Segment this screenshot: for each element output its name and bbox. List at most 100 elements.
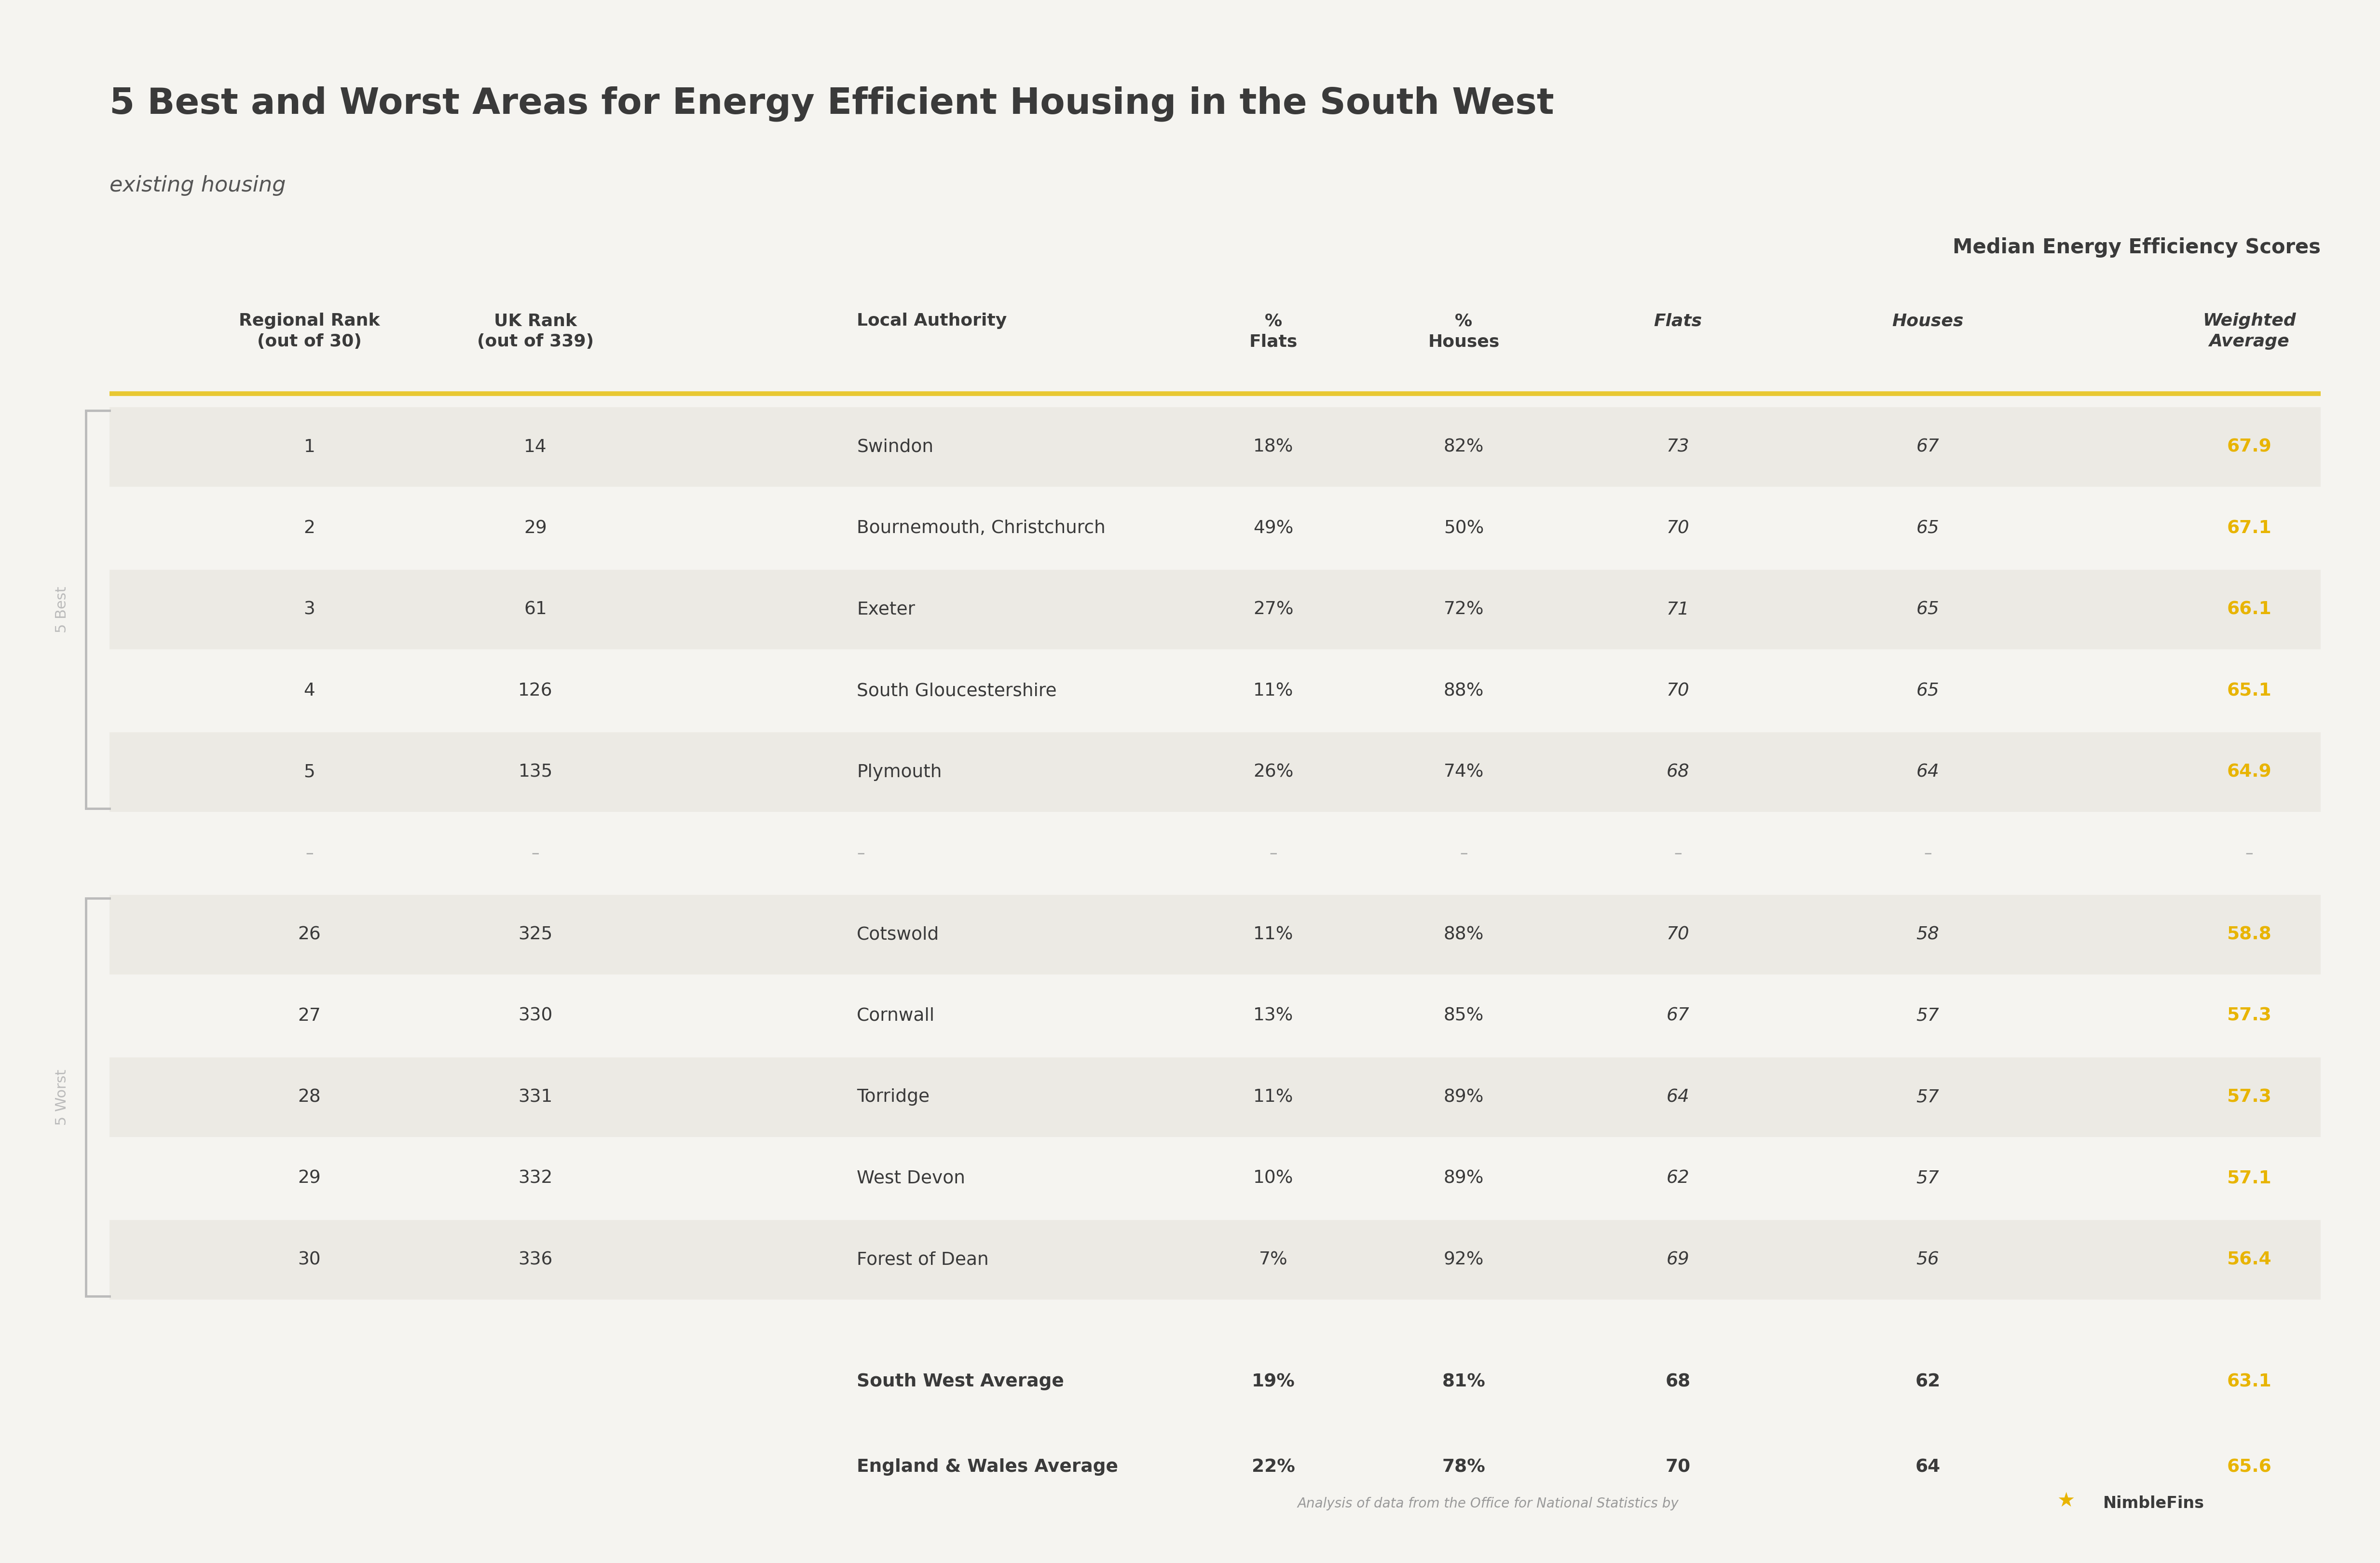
Text: 57.3: 57.3	[2228, 1088, 2271, 1107]
Text: South Gloucestershire: South Gloucestershire	[857, 681, 1057, 700]
Text: 50%: 50%	[1445, 519, 1483, 538]
Text: %
Flats: % Flats	[1250, 313, 1297, 350]
Text: 56.4: 56.4	[2228, 1250, 2271, 1269]
FancyBboxPatch shape	[109, 1058, 2320, 1136]
Text: –: –	[1269, 846, 1278, 861]
Text: 56: 56	[1916, 1250, 1940, 1269]
Text: Bournemouth, Christchurch: Bournemouth, Christchurch	[857, 519, 1107, 538]
Text: 67: 67	[1916, 438, 1940, 456]
Text: 65: 65	[1916, 681, 1940, 700]
FancyBboxPatch shape	[109, 652, 2320, 730]
Text: –: –	[1673, 846, 1683, 861]
Text: 19%: 19%	[1252, 1372, 1295, 1391]
Text: 7%: 7%	[1259, 1250, 1288, 1269]
Text: 135: 135	[519, 763, 552, 782]
Text: ★: ★	[2056, 1491, 2075, 1510]
FancyBboxPatch shape	[109, 1221, 2320, 1299]
Text: 62: 62	[1666, 1169, 1690, 1188]
Text: UK Rank
(out of 339): UK Rank (out of 339)	[476, 313, 595, 350]
Text: 5: 5	[305, 763, 314, 782]
Text: 331: 331	[519, 1088, 552, 1107]
Text: 330: 330	[519, 1007, 552, 1025]
Text: 30: 30	[298, 1250, 321, 1269]
Text: 325: 325	[519, 925, 552, 944]
Text: –: –	[857, 846, 864, 861]
Text: Local Authority: Local Authority	[857, 313, 1007, 328]
Text: 61: 61	[524, 600, 547, 619]
Text: 89%: 89%	[1445, 1169, 1483, 1188]
Text: 70: 70	[1666, 519, 1690, 538]
Text: 62: 62	[1916, 1372, 1940, 1391]
Text: 72%: 72%	[1445, 600, 1483, 619]
Text: 64.9: 64.9	[2228, 763, 2271, 782]
Text: 58.8: 58.8	[2228, 925, 2271, 944]
Text: 3: 3	[305, 600, 314, 619]
Text: 26%: 26%	[1254, 763, 1292, 782]
Text: 29: 29	[524, 519, 547, 538]
Text: Torridge: Torridge	[857, 1088, 931, 1107]
Text: 13%: 13%	[1254, 1007, 1292, 1025]
Text: 5 Best and Worst Areas for Energy Efficient Housing in the South West: 5 Best and Worst Areas for Energy Effici…	[109, 86, 1554, 122]
Text: 2: 2	[305, 519, 314, 538]
Text: 29: 29	[298, 1169, 321, 1188]
Text: 64: 64	[1916, 763, 1940, 782]
FancyBboxPatch shape	[109, 733, 2320, 811]
Text: 5 Worst: 5 Worst	[55, 1069, 69, 1125]
Text: 71: 71	[1666, 600, 1690, 619]
Text: 89%: 89%	[1445, 1088, 1483, 1107]
Text: 65.6: 65.6	[2228, 1458, 2271, 1475]
Text: Houses: Houses	[1892, 313, 1963, 328]
Text: Cornwall: Cornwall	[857, 1007, 935, 1025]
Text: 78%: 78%	[1442, 1458, 1485, 1475]
Text: 11%: 11%	[1254, 681, 1292, 700]
Text: 57: 57	[1916, 1007, 1940, 1025]
Text: 14: 14	[524, 438, 547, 456]
Text: 67.1: 67.1	[2228, 519, 2271, 538]
Text: 11%: 11%	[1254, 925, 1292, 944]
Text: 126: 126	[519, 681, 552, 700]
Text: 63.1: 63.1	[2228, 1372, 2271, 1391]
Text: 57.1: 57.1	[2228, 1169, 2271, 1188]
Text: 69: 69	[1666, 1250, 1690, 1269]
FancyBboxPatch shape	[109, 408, 2320, 486]
Text: 5 Best: 5 Best	[55, 586, 69, 633]
FancyBboxPatch shape	[109, 570, 2320, 649]
Text: 49%: 49%	[1254, 519, 1292, 538]
Text: Median Energy Efficiency Scores: Median Energy Efficiency Scores	[1952, 238, 2320, 258]
Text: 81%: 81%	[1442, 1372, 1485, 1391]
Text: 26: 26	[298, 925, 321, 944]
Text: 64: 64	[1916, 1458, 1940, 1475]
Text: 1: 1	[305, 438, 314, 456]
Text: existing housing: existing housing	[109, 175, 286, 195]
Text: 68: 68	[1666, 1372, 1690, 1391]
Text: –: –	[1923, 846, 1933, 861]
Text: 65: 65	[1916, 600, 1940, 619]
Text: –: –	[1459, 846, 1468, 861]
Text: 66.1: 66.1	[2228, 600, 2271, 619]
FancyBboxPatch shape	[109, 896, 2320, 974]
Text: 57.3: 57.3	[2228, 1007, 2271, 1025]
Text: Weighted
Average: Weighted Average	[2202, 313, 2297, 350]
Text: 332: 332	[519, 1169, 552, 1188]
Text: –: –	[2244, 846, 2254, 861]
Text: Forest of Dean: Forest of Dean	[857, 1250, 988, 1269]
Text: 4: 4	[305, 681, 314, 700]
Text: 92%: 92%	[1445, 1250, 1483, 1269]
Text: Cotswold: Cotswold	[857, 925, 940, 944]
Text: 88%: 88%	[1445, 925, 1483, 944]
Text: 57: 57	[1916, 1169, 1940, 1188]
Text: 82%: 82%	[1445, 438, 1483, 456]
Text: England & Wales Average: England & Wales Average	[857, 1458, 1119, 1475]
Text: 64: 64	[1666, 1088, 1690, 1107]
Text: Exeter: Exeter	[857, 600, 916, 619]
Text: Analysis of data from the Office for National Statistics by: Analysis of data from the Office for Nat…	[1297, 1497, 1678, 1510]
Text: NimbleFins: NimbleFins	[2104, 1496, 2204, 1511]
Text: 336: 336	[519, 1250, 552, 1269]
FancyBboxPatch shape	[109, 489, 2320, 567]
Text: 70: 70	[1666, 1458, 1690, 1475]
Text: –: –	[531, 846, 540, 861]
FancyBboxPatch shape	[109, 1139, 2320, 1218]
Text: 70: 70	[1666, 681, 1690, 700]
Text: 28: 28	[298, 1088, 321, 1107]
Text: 10%: 10%	[1254, 1169, 1292, 1188]
